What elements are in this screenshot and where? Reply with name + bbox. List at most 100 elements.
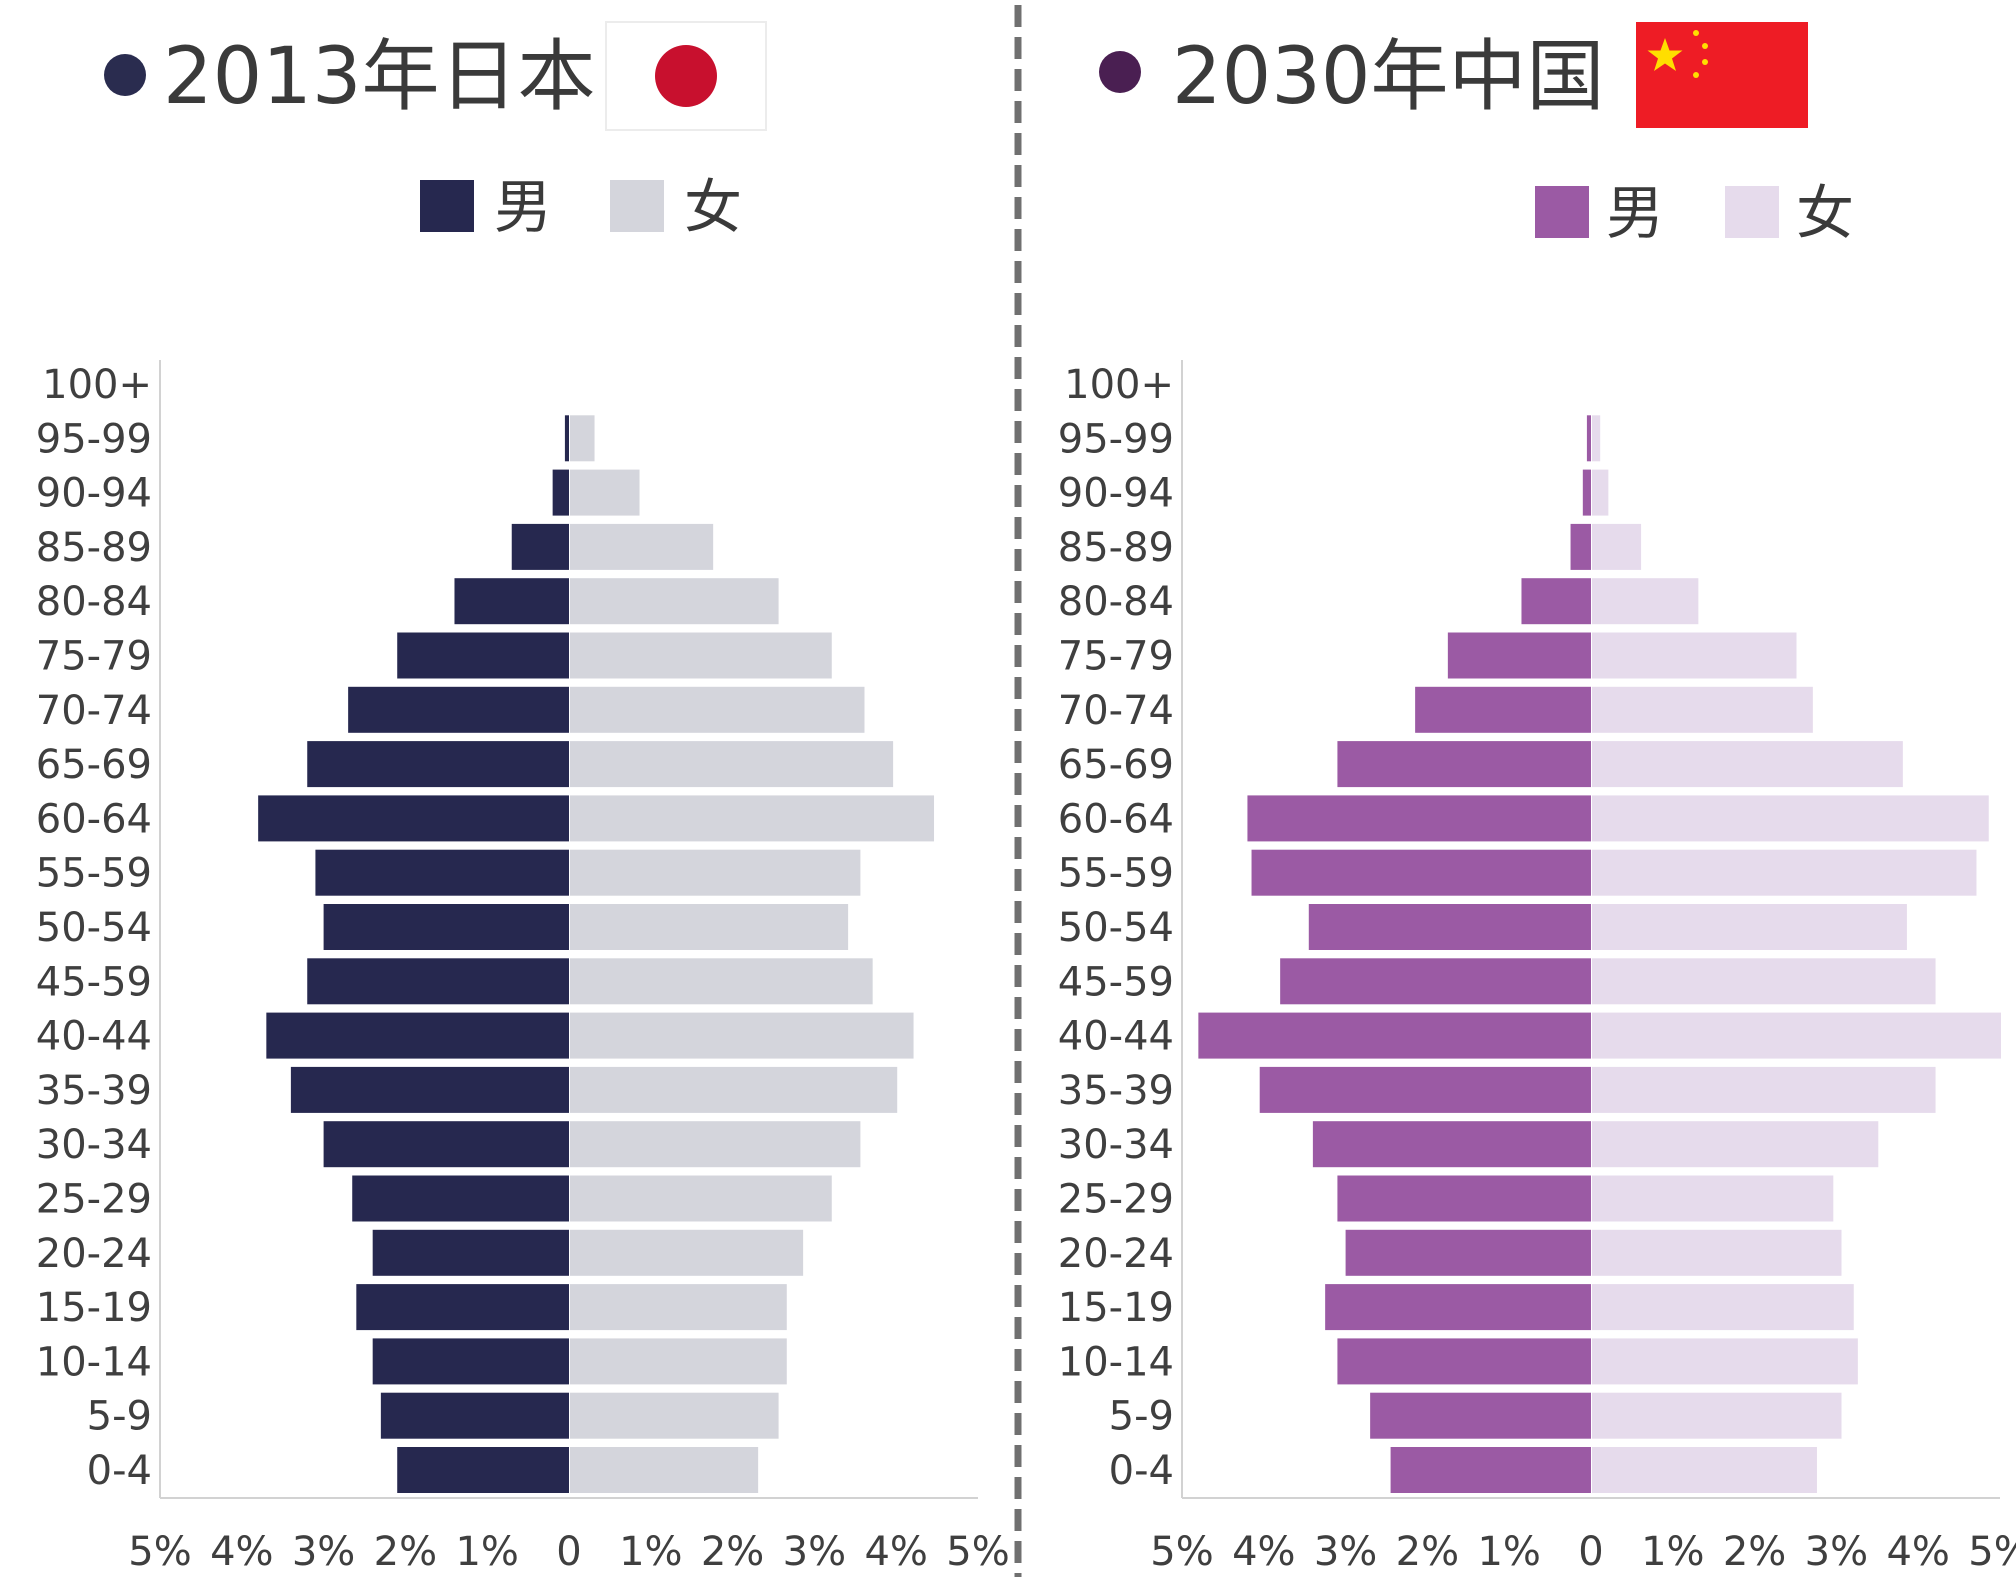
bar-male-30-34 — [1312, 1121, 1591, 1168]
bar-male-55-59 — [1251, 849, 1591, 896]
x-tick-label: 2% — [374, 1529, 437, 1575]
bar-male-5-9 — [1370, 1392, 1591, 1439]
age-group-label: 70-74 — [36, 688, 152, 734]
age-group-label: 0-4 — [87, 1448, 152, 1494]
bar-male-65-69 — [307, 741, 569, 788]
bar-male-95-99 — [1586, 415, 1591, 462]
bar-female-90-94 — [1592, 469, 1609, 516]
x-tick-label: 2% — [1396, 1529, 1459, 1575]
age-group-label: 60-64 — [1058, 796, 1174, 842]
legend-swatch-male-right — [1535, 186, 1589, 238]
bar-female-10-14 — [570, 1338, 787, 1385]
bar-male-90-94 — [1582, 469, 1591, 516]
bar-female-60-64 — [1592, 795, 1989, 842]
x-tick-label: 5% — [946, 1529, 1009, 1575]
chart-title-right: 2030年中国 — [1172, 32, 1605, 122]
age-group-label: 10-14 — [1058, 1339, 1174, 1385]
bar-male-40-44 — [266, 1012, 569, 1059]
age-group-label: 35-39 — [36, 1068, 152, 1114]
bar-female-50-54 — [1592, 904, 1907, 950]
age-group-label: 30-34 — [36, 1122, 152, 1168]
age-group-label: 35-39 — [1058, 1068, 1174, 1114]
bar-male-75-79 — [1447, 632, 1591, 679]
bar-female-5-9 — [1592, 1392, 1842, 1439]
bar-female-55-59 — [1592, 849, 1977, 896]
legend-left: 男 女 — [420, 173, 742, 241]
age-group-label: 25-29 — [1058, 1177, 1174, 1223]
bar-female-80-84 — [570, 578, 779, 625]
bar-female-10-14 — [1592, 1338, 1858, 1385]
x-tick-label: 1% — [455, 1529, 518, 1575]
age-group-label: 10-14 — [36, 1339, 152, 1385]
bar-male-85-89 — [1570, 523, 1591, 570]
bar-male-0-4 — [397, 1447, 569, 1493]
bar-female-40-44 — [1592, 1012, 2001, 1059]
bar-male-45-59 — [307, 958, 569, 1005]
bar-male-90-94 — [552, 469, 569, 516]
x-tick-label: 5% — [1150, 1529, 1213, 1575]
x-tick-label: 2% — [701, 1529, 764, 1575]
x-tick-label: 3% — [292, 1529, 355, 1575]
x-tick-label: 2% — [1723, 1529, 1786, 1575]
age-group-label: 40-44 — [1058, 1014, 1174, 1060]
bar-female-70-74 — [1592, 686, 1813, 733]
bar-male-55-59 — [315, 849, 569, 896]
age-group-label: 45-59 — [36, 959, 152, 1005]
bar-male-85-89 — [511, 523, 569, 570]
bar-female-0-4 — [1592, 1447, 1817, 1493]
age-group-label: 50-54 — [36, 905, 152, 951]
x-tick-label: 5% — [1968, 1529, 2016, 1575]
x-tick-label: 4% — [210, 1529, 273, 1575]
bar-female-45-59 — [570, 958, 873, 1005]
bar-male-80-84 — [454, 578, 569, 625]
bar-male-20-24 — [372, 1229, 569, 1276]
age-group-label: 80-84 — [36, 579, 152, 625]
age-group-label: 20-24 — [36, 1231, 152, 1277]
bar-female-95-99 — [1592, 415, 1601, 462]
bar-male-60-64 — [258, 795, 569, 842]
age-group-label: 40-44 — [36, 1014, 152, 1060]
age-group-label: 15-19 — [1058, 1285, 1174, 1331]
age-group-label: 55-59 — [36, 851, 152, 897]
bar-male-25-29 — [1337, 1175, 1591, 1222]
legend-label-male-right: 男 — [1606, 179, 1664, 247]
legend-label-female-right: 女 — [1796, 179, 1854, 247]
bar-female-45-59 — [1592, 958, 1936, 1005]
title-dot-left — [104, 54, 146, 96]
age-group-label: 20-24 — [1058, 1231, 1174, 1277]
legend-right: 男 女 — [1535, 179, 1854, 247]
age-group-label: 60-64 — [36, 796, 152, 842]
bar-male-40-44 — [1198, 1012, 1591, 1059]
age-group-label: 55-59 — [1058, 851, 1174, 897]
bar-female-5-9 — [570, 1392, 779, 1439]
bar-female-55-59 — [570, 849, 861, 896]
age-group-label: 25-29 — [36, 1177, 152, 1223]
bar-female-75-79 — [570, 632, 832, 679]
bar-female-40-44 — [570, 1012, 914, 1059]
chart-title-left: 2013年日本 — [163, 32, 596, 122]
bar-male-5-9 — [380, 1392, 569, 1439]
bar-male-35-39 — [290, 1066, 569, 1113]
bar-female-20-24 — [570, 1229, 804, 1276]
bar-female-65-69 — [570, 741, 894, 788]
x-tick-label: 3% — [783, 1529, 846, 1575]
bar-male-45-59 — [1280, 958, 1591, 1005]
age-group-label: 5-9 — [87, 1394, 152, 1440]
bar-female-65-69 — [1592, 741, 1903, 788]
age-group-label: 50-54 — [1058, 905, 1174, 951]
bar-female-85-89 — [1592, 523, 1642, 570]
bar-female-35-39 — [570, 1066, 898, 1113]
bar-male-15-19 — [356, 1284, 569, 1331]
bar-female-25-29 — [1592, 1175, 1834, 1222]
bar-male-70-74 — [1415, 686, 1591, 733]
x-tick-label: 1% — [1641, 1529, 1704, 1575]
bar-male-10-14 — [372, 1338, 569, 1385]
age-group-label: 75-79 — [1058, 634, 1174, 680]
x-tick-label: 3% — [1805, 1529, 1868, 1575]
x-tick-label: 4% — [1232, 1529, 1295, 1575]
pyramid-china-2030: 0-4 5-9 10-14 15-19 20-24 25-29 30-34 35-39 40-4… — [1058, 360, 2016, 1575]
x-tick-label: 1% — [1477, 1529, 1540, 1575]
bar-male-80-84 — [1521, 578, 1591, 625]
bar-male-50-54 — [1308, 904, 1591, 950]
